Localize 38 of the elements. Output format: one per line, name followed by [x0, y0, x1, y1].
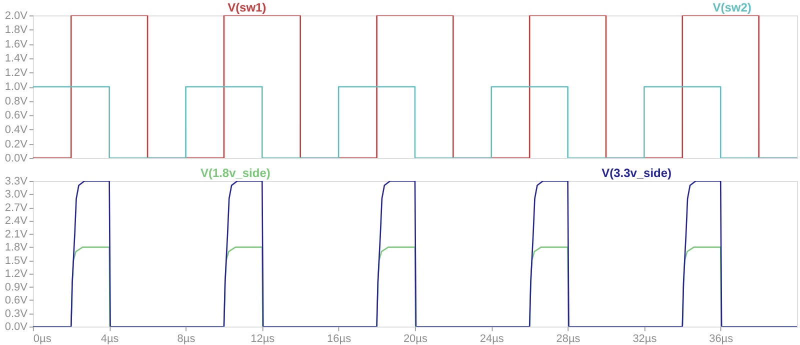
- y-tick-label: 0.8V: [4, 95, 28, 108]
- y-tick-label: 2.7V: [4, 202, 28, 214]
- y-tick-label: 3.3V: [4, 175, 28, 188]
- x-tick-label: 32µs: [632, 333, 658, 345]
- x-tick-label: 12µs: [250, 333, 276, 345]
- y-tick-label: 0.0V: [4, 321, 28, 334]
- text: V(1.8v_side): [200, 166, 270, 180]
- y-tick-label: 0.0V: [4, 152, 28, 165]
- x-tick-label: 24µs: [480, 333, 504, 345]
- y-tick-label: 1.2V: [4, 268, 28, 280]
- y-tick-label: 2.4V: [4, 215, 28, 228]
- y-tick-label: 0.3V: [4, 308, 28, 320]
- y-tick-label: 2.1V: [4, 228, 28, 240]
- text: V(sw2): [712, 0, 752, 14]
- x-tick-label: 0µs: [33, 333, 52, 345]
- y-tick-label: 1.4V: [4, 52, 28, 65]
- y-tick-label: 1.8V: [4, 242, 28, 254]
- line-series: [32, 180, 798, 327]
- series-label: V(sw1): [228, 0, 266, 14]
- x-tick-label: 20µs: [403, 333, 428, 345]
- y-tick-label: 0.6V: [4, 110, 28, 122]
- series-label: V(3.3v_side): [602, 166, 672, 180]
- y-tick-label: 3.0V: [4, 188, 28, 201]
- y-tick-label: 1.6V: [4, 38, 28, 50]
- y-tick-label: 1.2V: [4, 66, 28, 79]
- x-tick-label: 16µs: [327, 333, 352, 345]
- y-tick-label: 1.8V: [4, 24, 28, 36]
- y-tick-label: 2.0V: [4, 10, 28, 22]
- y-tick-label: 0.9V: [4, 281, 28, 294]
- x-tick-label: 8µs: [177, 333, 196, 345]
- x-tick-label: 28µs: [556, 333, 581, 345]
- x-tick-label: 4µs: [100, 333, 120, 345]
- x-tick-label: 36µs: [709, 333, 734, 345]
- y-tick-label: 0.4V: [4, 124, 28, 136]
- y-tick-label: 0.6V: [4, 294, 28, 307]
- y-tick-label: 0.2V: [4, 138, 28, 150]
- y-tick-label: 1.5V: [4, 254, 28, 267]
- y-tick-label: 1.0V: [4, 81, 28, 94]
